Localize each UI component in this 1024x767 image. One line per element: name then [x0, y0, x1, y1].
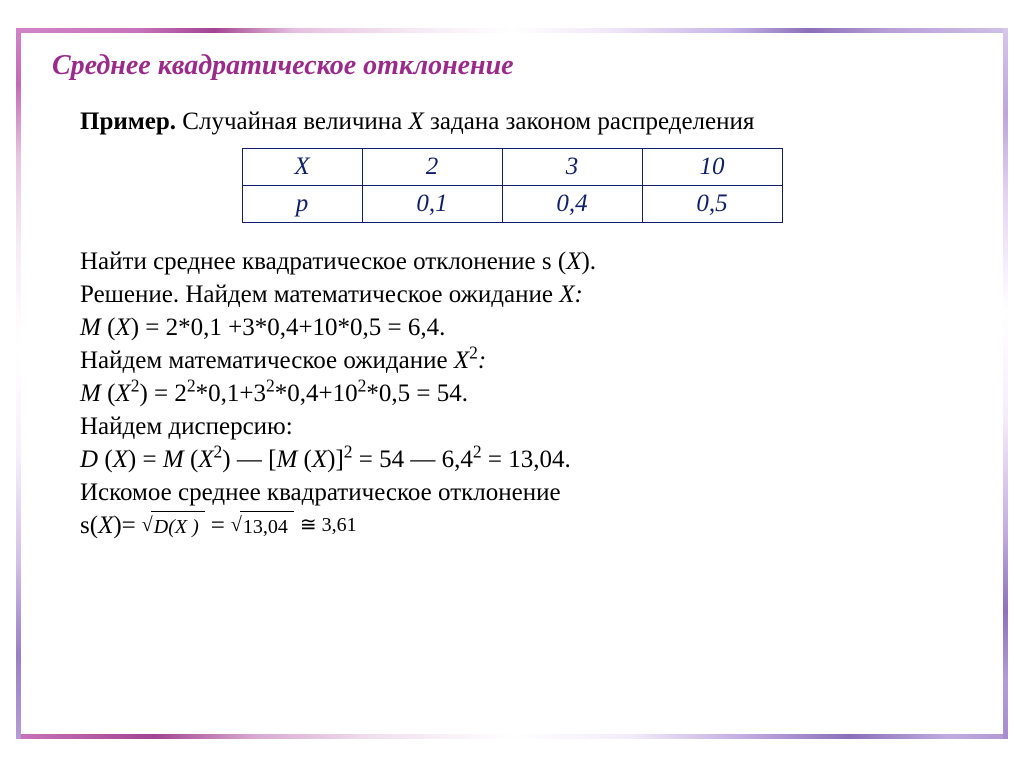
var-d: D — [80, 446, 98, 473]
line-mx-value: M (X) = 2*0,1 +3*0,4+10*0,5 = 6,4. — [80, 311, 972, 344]
var-m: M — [80, 314, 101, 341]
slide-frame: Среднее квадратическое отклонение Пример… — [16, 28, 1008, 739]
text: *0,1+3 — [196, 380, 266, 407]
table-header-x: X — [242, 149, 362, 186]
radicand: 13,04 — [240, 511, 294, 540]
var-m: M — [276, 446, 297, 473]
text: )= — [113, 512, 135, 539]
intro-text-1: Случайная величина — [176, 108, 408, 135]
text: s(X)= — [80, 509, 136, 542]
table-row: p 0,1 0,4 0,5 — [242, 186, 782, 223]
table-cell: 3 — [502, 149, 642, 186]
text: ( — [184, 446, 199, 473]
text: : — [478, 347, 486, 374]
text: ( — [101, 314, 116, 341]
var-m: M — [163, 446, 184, 473]
text: ) = — [128, 446, 163, 473]
text: Найдем математическое ожидание — [80, 347, 454, 374]
sqrt-value: √ 13,04 — [231, 511, 294, 540]
text: = 54 — 6,4 — [353, 446, 473, 473]
text: Найти среднее квадратическое отклонение … — [80, 248, 566, 275]
frame-border-top — [16, 28, 1008, 33]
text: s( — [80, 512, 98, 539]
superscript: 2 — [344, 442, 353, 462]
text: ) — [ — [222, 446, 276, 473]
example-label: Пример. — [80, 108, 176, 135]
text: *0,5 = 54. — [366, 380, 468, 407]
intro-text-2: задана законом распределения — [424, 108, 755, 135]
table-cell: 2 — [362, 149, 502, 186]
superscript: 2 — [214, 442, 223, 462]
distribution-table: X 2 3 10 p 0,1 0,4 0,5 — [242, 148, 783, 223]
var-x: X — [115, 380, 130, 407]
text: = 13,04. — [482, 446, 571, 473]
text: ) = 2*0,1 +3*0,4+10*0,5 = 6,4. — [131, 314, 446, 341]
intro-var-x: X — [409, 108, 424, 135]
var-x: X — [566, 248, 581, 275]
slide-heading: Среднее квадратическое отклонение — [52, 50, 972, 82]
superscript: 2 — [266, 376, 275, 396]
frame-border-bottom — [16, 734, 1008, 739]
frame-border-right — [1003, 28, 1008, 739]
text: *0,4+10 — [275, 380, 358, 407]
text: ( — [98, 446, 113, 473]
text: ( — [101, 380, 116, 407]
var-x: X — [115, 314, 130, 341]
line-solution-mx: Решение. Найдем математическое ожидание … — [80, 278, 972, 311]
sqrt-dx: √ D(X ) — [142, 511, 205, 540]
frame-border-left — [16, 28, 21, 739]
superscript: 2 — [473, 442, 482, 462]
line-std-result: s(X)= √ D(X ) = √ 13,04 ≅ 3,61 — [80, 509, 972, 542]
approx-result: ≅ 3,61 — [300, 512, 357, 538]
var-x: X: — [559, 281, 583, 308]
line-find-std: Найти среднее квадратическое отклонение … — [80, 245, 972, 278]
line-result-label: Искомое среднее квадратическое отклонени… — [80, 476, 972, 509]
text: Решение. Найдем математическое ожидание — [80, 281, 559, 308]
var-x: X — [454, 347, 469, 374]
table-cell: 0,4 — [502, 186, 642, 223]
text: )] — [327, 446, 344, 473]
table-row: X 2 3 10 — [242, 149, 782, 186]
table-cell: 0,5 — [642, 186, 782, 223]
slide-content: Среднее квадратическое отклонение Пример… — [52, 50, 972, 717]
table-cell: 0,1 — [362, 186, 502, 223]
table-header-p: p — [242, 186, 362, 223]
line-find-variance: Найдем дисперсию: — [80, 410, 972, 443]
var-x: X — [198, 446, 213, 473]
text: ) = 2 — [139, 380, 186, 407]
var-x: X — [113, 446, 128, 473]
var-m: M — [80, 380, 101, 407]
superscript: 2 — [469, 343, 478, 363]
line-find-mx2: Найдем математическое ожидание X2: — [80, 344, 972, 377]
var-x: X — [312, 446, 327, 473]
table-cell: 10 — [642, 149, 782, 186]
text: ( — [297, 446, 312, 473]
example-intro: Пример. Случайная величина X задана зако… — [80, 106, 972, 138]
text: = — [211, 509, 225, 542]
solution-body: Найти среднее квадратическое отклонение … — [80, 245, 972, 542]
superscript: 2 — [187, 376, 196, 396]
var-x: X — [98, 512, 113, 539]
radicand: D(X ) — [151, 511, 205, 540]
text: ). — [581, 248, 596, 275]
line-mx2-value: M (X2) = 22*0,1+32*0,4+102*0,5 = 54. — [80, 377, 972, 410]
line-variance-value: D (X) = M (X2) — [M (X)]2 = 54 — 6,42 = … — [80, 443, 972, 476]
